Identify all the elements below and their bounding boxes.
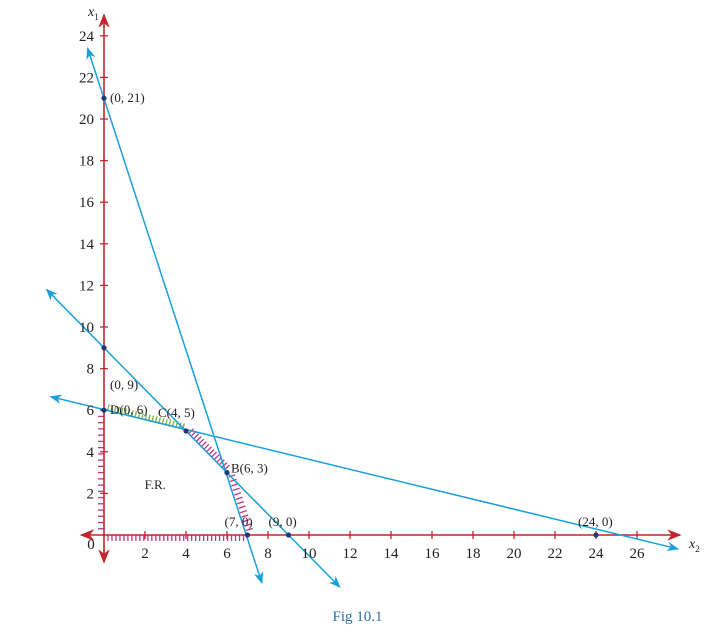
corner-points	[101, 95, 599, 538]
y-tick-label: 24	[79, 29, 95, 45]
labels: 2 4 6 8 10 12 14 16 18 20 22 24 26246810121416182022…	[79, 5, 700, 562]
x-tick-label: 6	[223, 546, 231, 562]
x-tick-label: 8	[264, 546, 272, 562]
corner-point	[101, 407, 107, 413]
point-label: (0, 21)	[110, 90, 145, 105]
hatch-mark	[213, 454, 220, 461]
y-tick-label: 22	[79, 70, 94, 86]
point-label: (0, 9)	[110, 377, 138, 392]
x-tick-label: 12	[343, 546, 358, 562]
hatch-mark	[208, 449, 215, 455]
corner-point	[183, 428, 189, 434]
hatch-mark	[238, 505, 246, 509]
hatch-mark	[231, 483, 239, 487]
corner-point	[101, 345, 107, 351]
y-tick-label: 8	[87, 362, 95, 378]
hatch-mark	[195, 436, 202, 442]
hatch-mark	[193, 433, 200, 440]
x-tick-label: 24	[589, 546, 605, 562]
hatch-mark	[203, 443, 210, 450]
hatch-mark	[232, 487, 240, 492]
constraint-line-3	[86, 47, 264, 584]
y-tick-label: 14	[79, 237, 95, 253]
x-tick-label: 16	[425, 546, 441, 562]
x-tick-label: 4	[182, 546, 190, 562]
point-label: (7, 0)	[225, 514, 253, 529]
hatch-mark	[200, 441, 207, 448]
y-tick-label: 20	[79, 112, 94, 128]
y-tick-label: 10	[79, 320, 94, 336]
figure-caption: Fig 10.1	[332, 609, 383, 625]
constraint-lines	[45, 47, 680, 588]
origin-label: 0	[87, 537, 95, 553]
corner-point	[101, 95, 107, 101]
corner-point	[285, 532, 292, 538]
x-tick-label: 10	[302, 546, 317, 562]
x-tick-label: 18	[466, 546, 481, 562]
y-tick-label: 16	[79, 195, 95, 211]
point-label: (24, 0)	[578, 514, 613, 529]
y-tick-label: 12	[79, 278, 94, 294]
x-tick-label: 20	[507, 546, 522, 562]
corner-point	[224, 470, 230, 476]
x-tick-label: 14	[384, 546, 400, 562]
x1-axis-label: x1	[87, 5, 99, 22]
point-label: D(0, 6)	[110, 402, 148, 417]
x2-axis-label: x2	[688, 537, 700, 554]
y-tick-label: 2	[87, 486, 95, 502]
hatch-mark	[206, 446, 212, 453]
point-label: B(6, 3)	[231, 461, 268, 476]
x-tick-label: 22	[548, 546, 563, 562]
hatch-mark	[235, 496, 243, 500]
hatch-mark	[198, 438, 205, 445]
corner-point	[593, 532, 599, 538]
hatch-mark	[237, 500, 245, 505]
y-tick-label: 18	[79, 154, 94, 170]
x-tick-label: 2	[141, 546, 149, 562]
y-tick-label: 4	[87, 445, 95, 461]
point-label: (9, 0)	[269, 514, 297, 529]
x-tick-label: 26	[630, 546, 646, 562]
axes	[79, 13, 682, 564]
point-label: C(4, 5)	[158, 405, 195, 420]
y-tick-label: 6	[87, 403, 95, 419]
hatch-mark	[239, 509, 248, 514]
hatch-mark	[211, 451, 218, 458]
feasible-region-label: F.R.	[145, 477, 166, 492]
corner-point	[244, 532, 251, 538]
hatch-mark	[234, 492, 242, 496]
